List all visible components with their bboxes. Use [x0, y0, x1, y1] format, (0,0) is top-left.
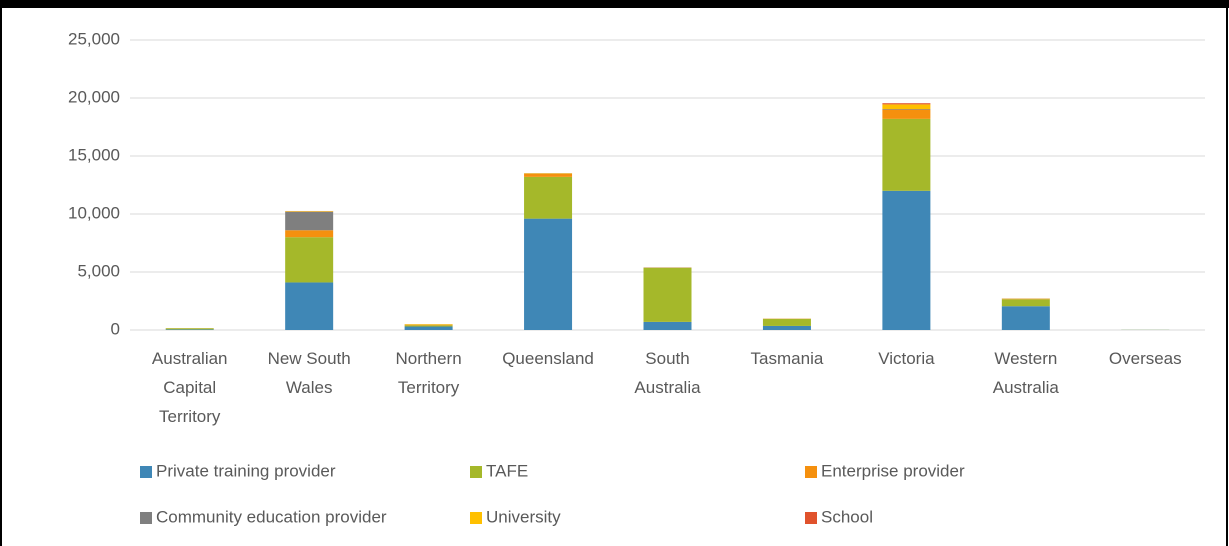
bar-segment [882, 109, 931, 119]
y-tick-label: 10,000 [68, 203, 120, 222]
y-tick-label: 15,000 [68, 145, 120, 164]
bar-segment [404, 324, 453, 325]
header-band [0, 0, 1229, 8]
legend-swatch [470, 466, 482, 478]
legend-label: Enterprise provider [821, 461, 965, 480]
legend-swatch [805, 512, 817, 524]
bar-segment [643, 267, 692, 322]
x-tick-label: Northern Territory [396, 349, 462, 397]
bar-segment [524, 176, 573, 219]
x-tick-label: Australian Capital Territory [152, 349, 228, 426]
x-tick-label: Western Australia [993, 349, 1060, 397]
y-tick-label: 5,000 [77, 261, 120, 280]
bar-segment [285, 237, 334, 283]
bar-segment [882, 103, 931, 105]
legend-label: University [486, 507, 561, 526]
x-tick-label: Overseas [1109, 349, 1182, 368]
y-tick-label: 25,000 [68, 29, 120, 48]
bar-segment [1001, 299, 1050, 307]
legend-swatch [805, 466, 817, 478]
bar-segment [524, 218, 573, 330]
bar-segment [882, 118, 931, 191]
bar-segment [643, 321, 692, 330]
bar-segment [285, 230, 334, 238]
bar-segment [404, 325, 453, 327]
x-tick-label: Tasmania [751, 349, 824, 368]
x-tick-label: South Australia [634, 349, 701, 397]
bar-segment [882, 190, 931, 330]
y-tick-label: 0 [111, 319, 120, 338]
bar-segment [762, 318, 811, 326]
bar-segment [882, 104, 931, 110]
bar-segment [285, 282, 334, 330]
legend-label: School [821, 507, 873, 526]
bar-segment [1001, 298, 1050, 300]
legend-label: Private training provider [156, 461, 336, 480]
x-tick-label: New South Wales [268, 349, 351, 397]
legend-swatch [140, 512, 152, 524]
x-tick-label: Victoria [878, 349, 935, 368]
bar-segment [524, 173, 573, 174]
legend-swatch [140, 466, 152, 478]
legend-label: Community education provider [156, 507, 387, 526]
bar-segment [762, 325, 811, 330]
y-tick-label: 20,000 [68, 87, 120, 106]
bar-segment [165, 328, 214, 330]
bar-segment [404, 326, 453, 330]
legend-label: TAFE [486, 461, 528, 480]
bar-segment [404, 324, 453, 326]
bar-segment [882, 109, 931, 110]
bar-segment [165, 329, 214, 330]
legend-swatch [470, 512, 482, 524]
bar-segment [285, 211, 334, 231]
bar-segment [285, 211, 334, 212]
x-tick-label: Queensland [502, 349, 594, 368]
bar-segment [524, 173, 573, 177]
bar-segment [1001, 306, 1050, 330]
